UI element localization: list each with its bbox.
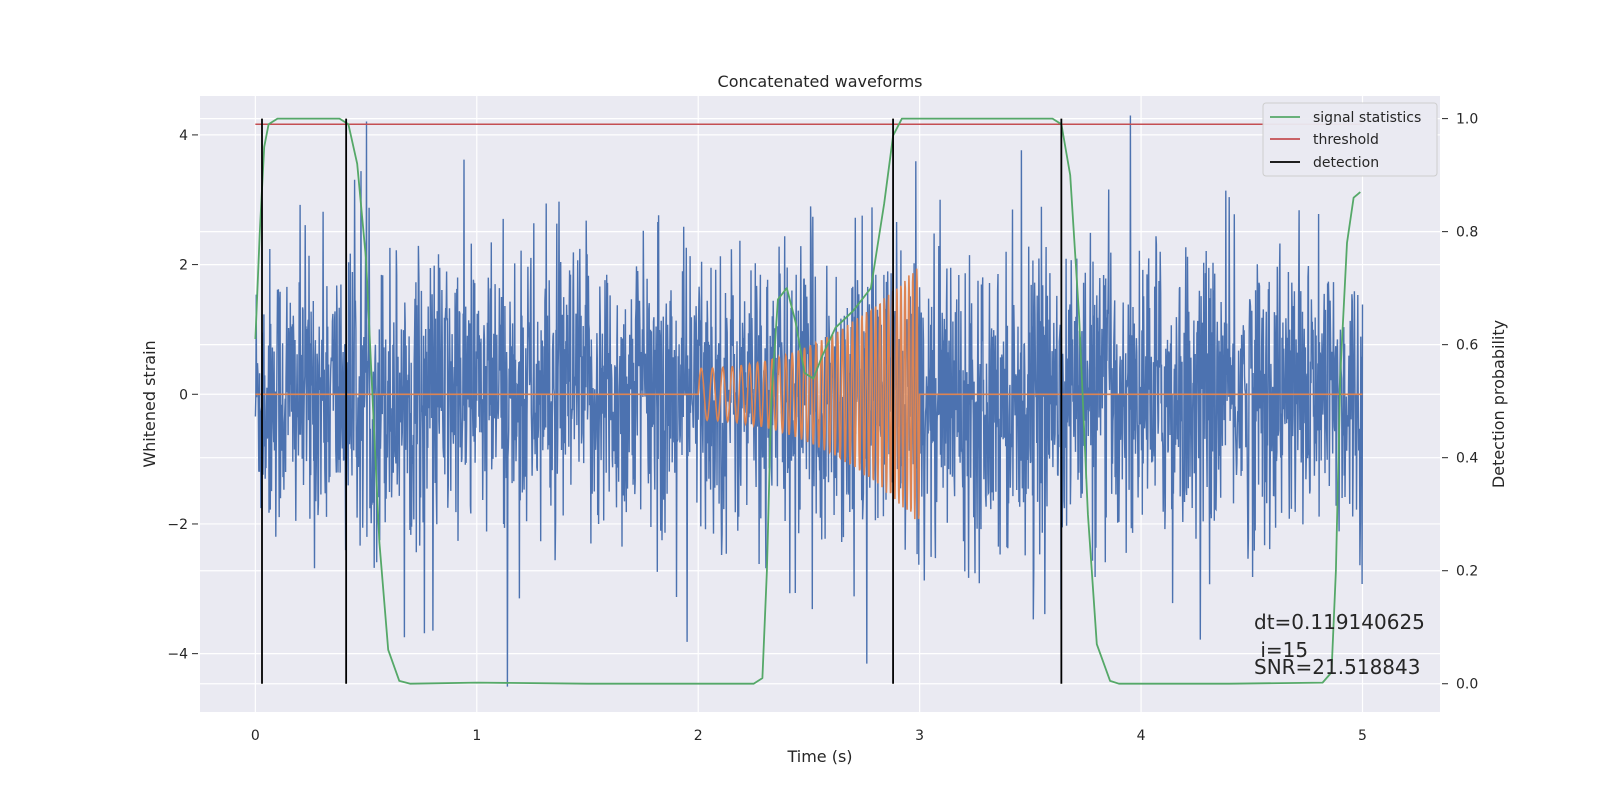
plot-area: [254, 115, 1364, 687]
x-tick-label: 1: [472, 728, 481, 744]
legend-label-threshold: threshold: [1313, 132, 1379, 148]
legend-box: [1262, 102, 1438, 177]
axis-ticks: 0 1 2 3 4 5 −4 −2 0 2 4 0.0 0.2 0.4 0.6 0.8 1.0: [167, 112, 1478, 744]
x-tick-label: 5: [1358, 728, 1367, 744]
y-tick-label: 0: [179, 387, 188, 403]
y-axis-label: Whitened strain: [140, 340, 159, 467]
template-line: [255, 268, 1363, 520]
legend: signal statistics threshold detection: [1262, 102, 1438, 177]
chart-title: Concatenated waveforms: [718, 72, 923, 91]
y-right-tick-label: 0.8: [1456, 225, 1478, 241]
x-tick-label: 2: [694, 728, 703, 744]
x-tick-label: 4: [1137, 728, 1146, 744]
x-tick-label: 3: [915, 728, 924, 744]
y-right-tick-label: 0.6: [1456, 338, 1478, 354]
legend-label-signal-statistics: signal statistics: [1313, 110, 1421, 126]
x-tick-label: 0: [251, 728, 260, 744]
x-axis-label: Time (s): [786, 747, 852, 766]
y-tick-label: −4: [167, 647, 188, 663]
y-right-tick-label: 1.0: [1456, 112, 1478, 128]
signal-statistics-line: [254, 117, 1361, 685]
annotation-dt: dt=0.119140625: [1254, 610, 1425, 634]
y-right-tick-label: 0.0: [1456, 677, 1478, 693]
annotation-i: i=15: [1254, 638, 1308, 662]
annotations: dt=0.119140625 i=15 SNR=21.518843: [1254, 610, 1425, 679]
y-axis-label-right: Detection probability: [1489, 320, 1508, 488]
y-tick-label: 4: [179, 128, 188, 144]
legend-label-detection: detection: [1313, 155, 1379, 171]
y-tick-label: 2: [179, 258, 188, 274]
y-right-tick-label: 0.2: [1456, 564, 1478, 580]
y-tick-label: −2: [167, 517, 188, 533]
annotation-snr: SNR=21.518843: [1254, 655, 1420, 679]
y-right-tick-label: 0.4: [1456, 451, 1478, 467]
